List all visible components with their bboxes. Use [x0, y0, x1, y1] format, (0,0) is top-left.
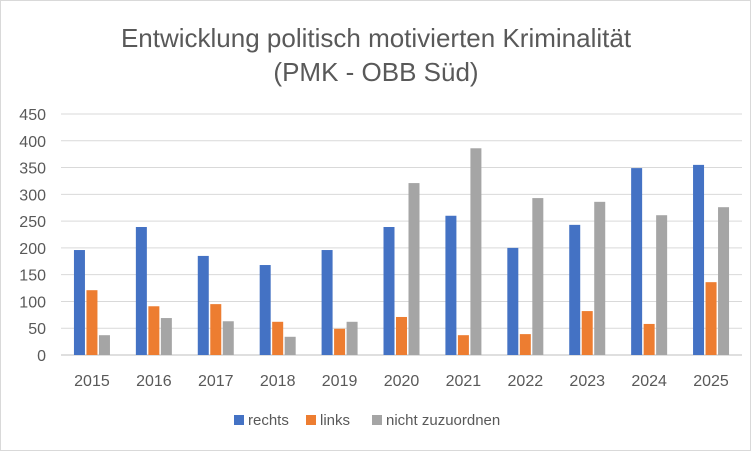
x-tick-label: 2017: [198, 373, 234, 390]
bar-links-2021: [457, 335, 469, 355]
x-tick-label: 2023: [569, 373, 605, 390]
legend-swatch: [234, 415, 244, 425]
bar-links-2022: [519, 334, 531, 355]
bar-rechts-2019: [321, 250, 333, 355]
bar-rechts-2020: [383, 227, 395, 355]
bar-links-2025: [705, 282, 717, 355]
y-tick-label: 450: [19, 107, 46, 124]
bar-links-2018: [272, 321, 284, 355]
x-tick-label: 2018: [260, 373, 296, 390]
bar-nicht-zuzuordnen-2016: [160, 318, 172, 355]
bar-links-2016: [148, 306, 160, 355]
x-tick-label: 2025: [693, 373, 729, 390]
y-tick-label: 300: [19, 187, 46, 204]
bar-rechts-2023: [569, 224, 581, 355]
legend-label: nicht zuzuordnen: [386, 412, 500, 429]
y-tick-label: 400: [19, 134, 46, 151]
bar-rechts-2022: [507, 247, 519, 355]
x-tick-label: 2016: [136, 373, 172, 390]
bar-nicht-zuzuordnen-2019: [346, 321, 358, 355]
bar-rechts-2015: [73, 250, 85, 355]
chart-subtitle: (PMK - OBB Süd): [273, 57, 478, 87]
legend-label: rechts: [248, 412, 289, 429]
x-tick-label: 2024: [631, 373, 667, 390]
legend-swatch: [372, 415, 382, 425]
bar-links-2019: [334, 328, 346, 355]
x-tick-label: 2019: [322, 373, 358, 390]
bar-nicht-zuzuordnen-2020: [408, 183, 420, 355]
bar-nicht-zuzuordnen-2022: [532, 198, 544, 355]
bar-rechts-2018: [259, 265, 271, 355]
x-tick-label: 2020: [384, 373, 420, 390]
legend-label: links: [320, 412, 350, 429]
legend-swatch: [306, 415, 316, 425]
x-tick-label: 2015: [74, 373, 110, 390]
y-tick-label: 250: [19, 214, 46, 231]
bar-nicht-zuzuordnen-2021: [470, 148, 482, 355]
bar-rechts-2017: [197, 255, 209, 355]
y-tick-label: 200: [19, 241, 46, 258]
bar-links-2015: [86, 290, 98, 355]
x-tick-label: 2022: [508, 373, 544, 390]
bar-rechts-2025: [693, 164, 705, 355]
bar-nicht-zuzuordnen-2023: [594, 201, 606, 355]
bar-links-2017: [210, 304, 222, 355]
x-tick-label: 2021: [446, 373, 482, 390]
bar-nicht-zuzuordnen-2017: [222, 321, 234, 355]
bar-nicht-zuzuordnen-2015: [98, 335, 110, 355]
bar-rechts-2021: [445, 215, 457, 355]
y-tick-label: 350: [19, 161, 46, 178]
y-tick-label: 150: [19, 268, 46, 285]
bar-rechts-2024: [631, 168, 643, 355]
bar-nicht-zuzuordnen-2024: [656, 215, 668, 355]
y-tick-label: 0: [37, 348, 46, 365]
bar-links-2023: [581, 311, 593, 355]
y-tick-label: 100: [19, 294, 46, 311]
chart-title: Entwicklung politisch motivierten Krimin…: [121, 23, 632, 53]
y-tick-label: 50: [28, 321, 46, 338]
bar-nicht-zuzuordnen-2025: [718, 207, 730, 355]
bar-links-2020: [396, 316, 407, 355]
bar-rechts-2016: [135, 227, 147, 355]
bar-links-2024: [643, 323, 655, 355]
bar-nicht-zuzuordnen-2018: [284, 336, 296, 355]
